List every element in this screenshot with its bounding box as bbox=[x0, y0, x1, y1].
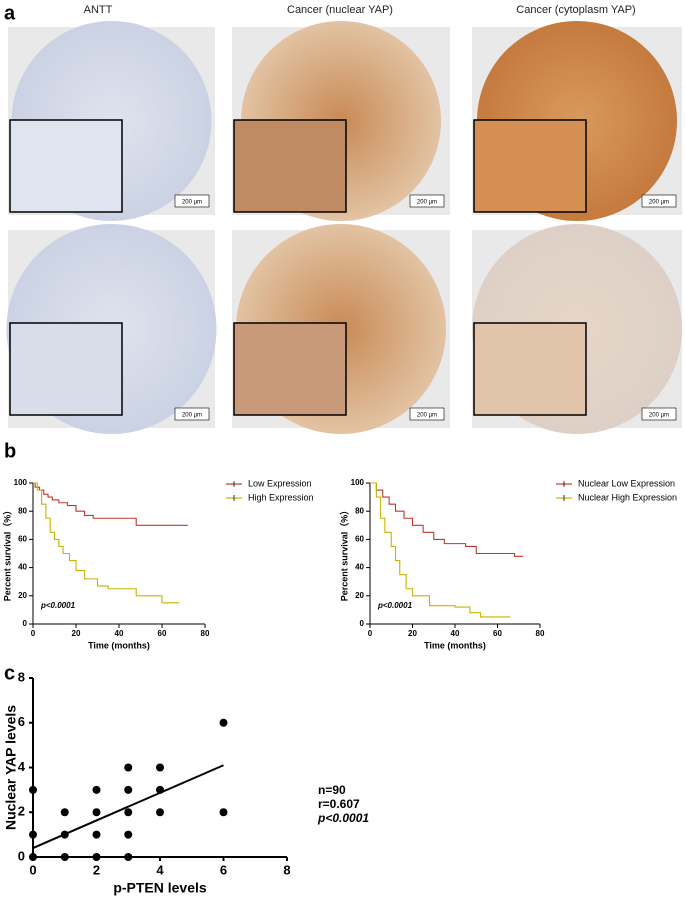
point bbox=[92, 830, 101, 839]
y-axis-label: Percent survival（%） bbox=[339, 506, 349, 602]
x-tick-label: 4 bbox=[156, 862, 164, 877]
x-tick-label: 20 bbox=[72, 629, 81, 638]
point bbox=[156, 763, 164, 772]
x-tick-label: 40 bbox=[451, 629, 460, 638]
stat-annotation: p<0.0001 bbox=[317, 811, 369, 825]
scale-bar-label: 200 µm bbox=[417, 200, 437, 206]
inset bbox=[9, 322, 123, 416]
x-tick-label: 80 bbox=[201, 629, 210, 638]
y-tick-label: 40 bbox=[355, 563, 364, 572]
panel-label: a bbox=[4, 2, 16, 24]
legend-label: Nuclear Low Expression bbox=[578, 478, 675, 488]
y-tick-label: 0 bbox=[23, 619, 28, 628]
y-tick-label: 0 bbox=[360, 619, 365, 628]
fit-line bbox=[32, 764, 224, 849]
y-tick-label: 80 bbox=[355, 506, 364, 515]
y-tick-label: 4 bbox=[18, 759, 26, 774]
x-tick-label: 0 bbox=[368, 629, 373, 638]
inset bbox=[473, 322, 587, 416]
point bbox=[124, 763, 133, 772]
inset bbox=[233, 322, 347, 416]
point bbox=[219, 808, 228, 817]
scale-bar-label: 200 µm bbox=[649, 200, 669, 206]
point bbox=[124, 808, 133, 817]
scale-bar-label: 200 µm bbox=[649, 413, 669, 419]
column-title: Cancer (nuclear YAP) bbox=[287, 4, 393, 16]
x-tick-label: 0 bbox=[29, 862, 36, 877]
scale-bar-label: 200 µm bbox=[182, 200, 202, 206]
x-tick-label: 60 bbox=[158, 629, 167, 638]
survival-curve bbox=[33, 482, 188, 526]
x-axis-label: Time (months) bbox=[424, 640, 486, 650]
point bbox=[29, 785, 37, 794]
p-value: p<0.0001 bbox=[377, 601, 413, 610]
x-tick-label: 60 bbox=[493, 629, 502, 638]
inset bbox=[9, 119, 123, 213]
x-tick-label: 8 bbox=[283, 862, 290, 877]
y-tick-label: 20 bbox=[18, 591, 27, 600]
y-tick-label: 100 bbox=[351, 478, 365, 487]
scale-bar-box bbox=[174, 407, 210, 421]
inset bbox=[233, 119, 347, 213]
p-value: p<0.0001 bbox=[40, 601, 76, 610]
scale-bar-box bbox=[409, 407, 445, 421]
point bbox=[92, 808, 101, 817]
y-tick-label: 60 bbox=[355, 535, 364, 544]
point bbox=[60, 808, 69, 817]
point bbox=[29, 830, 37, 839]
panel-label: b bbox=[4, 440, 16, 462]
scale-bar-box bbox=[641, 407, 677, 421]
point bbox=[124, 853, 133, 861]
y-tick-label: 0 bbox=[18, 848, 25, 863]
y-axis-label: Nuclear YAP levels bbox=[3, 705, 19, 830]
point bbox=[60, 853, 69, 861]
point bbox=[92, 853, 101, 861]
column-title: ANTT bbox=[84, 4, 113, 16]
survival-curve bbox=[370, 482, 523, 557]
x-axis-label: p-PTEN levels bbox=[113, 880, 207, 896]
x-tick-label: 40 bbox=[115, 629, 124, 638]
x-tick-label: 6 bbox=[220, 862, 227, 877]
scale-bar-box bbox=[641, 194, 677, 208]
point bbox=[124, 785, 133, 794]
legend-label: Nuclear High Expression bbox=[578, 492, 677, 502]
stat-annotation: r=0.607 bbox=[318, 797, 360, 811]
scale-bar-label: 200 µm bbox=[417, 413, 437, 419]
y-tick-label: 80 bbox=[18, 506, 27, 515]
survival-curve bbox=[33, 482, 180, 604]
point bbox=[29, 853, 37, 861]
scale-bar-label: 200 µm bbox=[182, 413, 202, 419]
scale-bar-box bbox=[174, 194, 210, 208]
y-tick-label: 8 bbox=[18, 669, 25, 684]
survival-curve bbox=[370, 482, 511, 618]
x-tick-label: 20 bbox=[408, 629, 417, 638]
point bbox=[124, 830, 133, 839]
y-tick-label: 100 bbox=[14, 478, 28, 487]
inset bbox=[473, 119, 587, 213]
point bbox=[92, 785, 101, 794]
column-title: Cancer (cytoplasm YAP) bbox=[516, 4, 635, 16]
x-tick-label: 80 bbox=[536, 629, 545, 638]
point bbox=[219, 718, 228, 727]
y-tick-label: 60 bbox=[18, 535, 27, 544]
stat-annotation: n=90 bbox=[318, 783, 346, 797]
legend-label: High Expression bbox=[248, 492, 314, 502]
panel-label: c bbox=[4, 662, 15, 684]
y-tick-label: 20 bbox=[355, 591, 364, 600]
x-tick-label: 0 bbox=[31, 629, 36, 638]
x-tick-label: 2 bbox=[93, 862, 100, 877]
y-tick-label: 2 bbox=[18, 804, 25, 819]
scale-bar-box bbox=[409, 194, 445, 208]
legend-label: Low Expression bbox=[248, 478, 312, 488]
y-tick-label: 40 bbox=[18, 563, 27, 572]
y-tick-label: 6 bbox=[18, 714, 25, 729]
y-axis-label: Percent survival（%） bbox=[2, 506, 12, 602]
point bbox=[156, 808, 164, 817]
x-axis-label: Time (months) bbox=[88, 640, 150, 650]
